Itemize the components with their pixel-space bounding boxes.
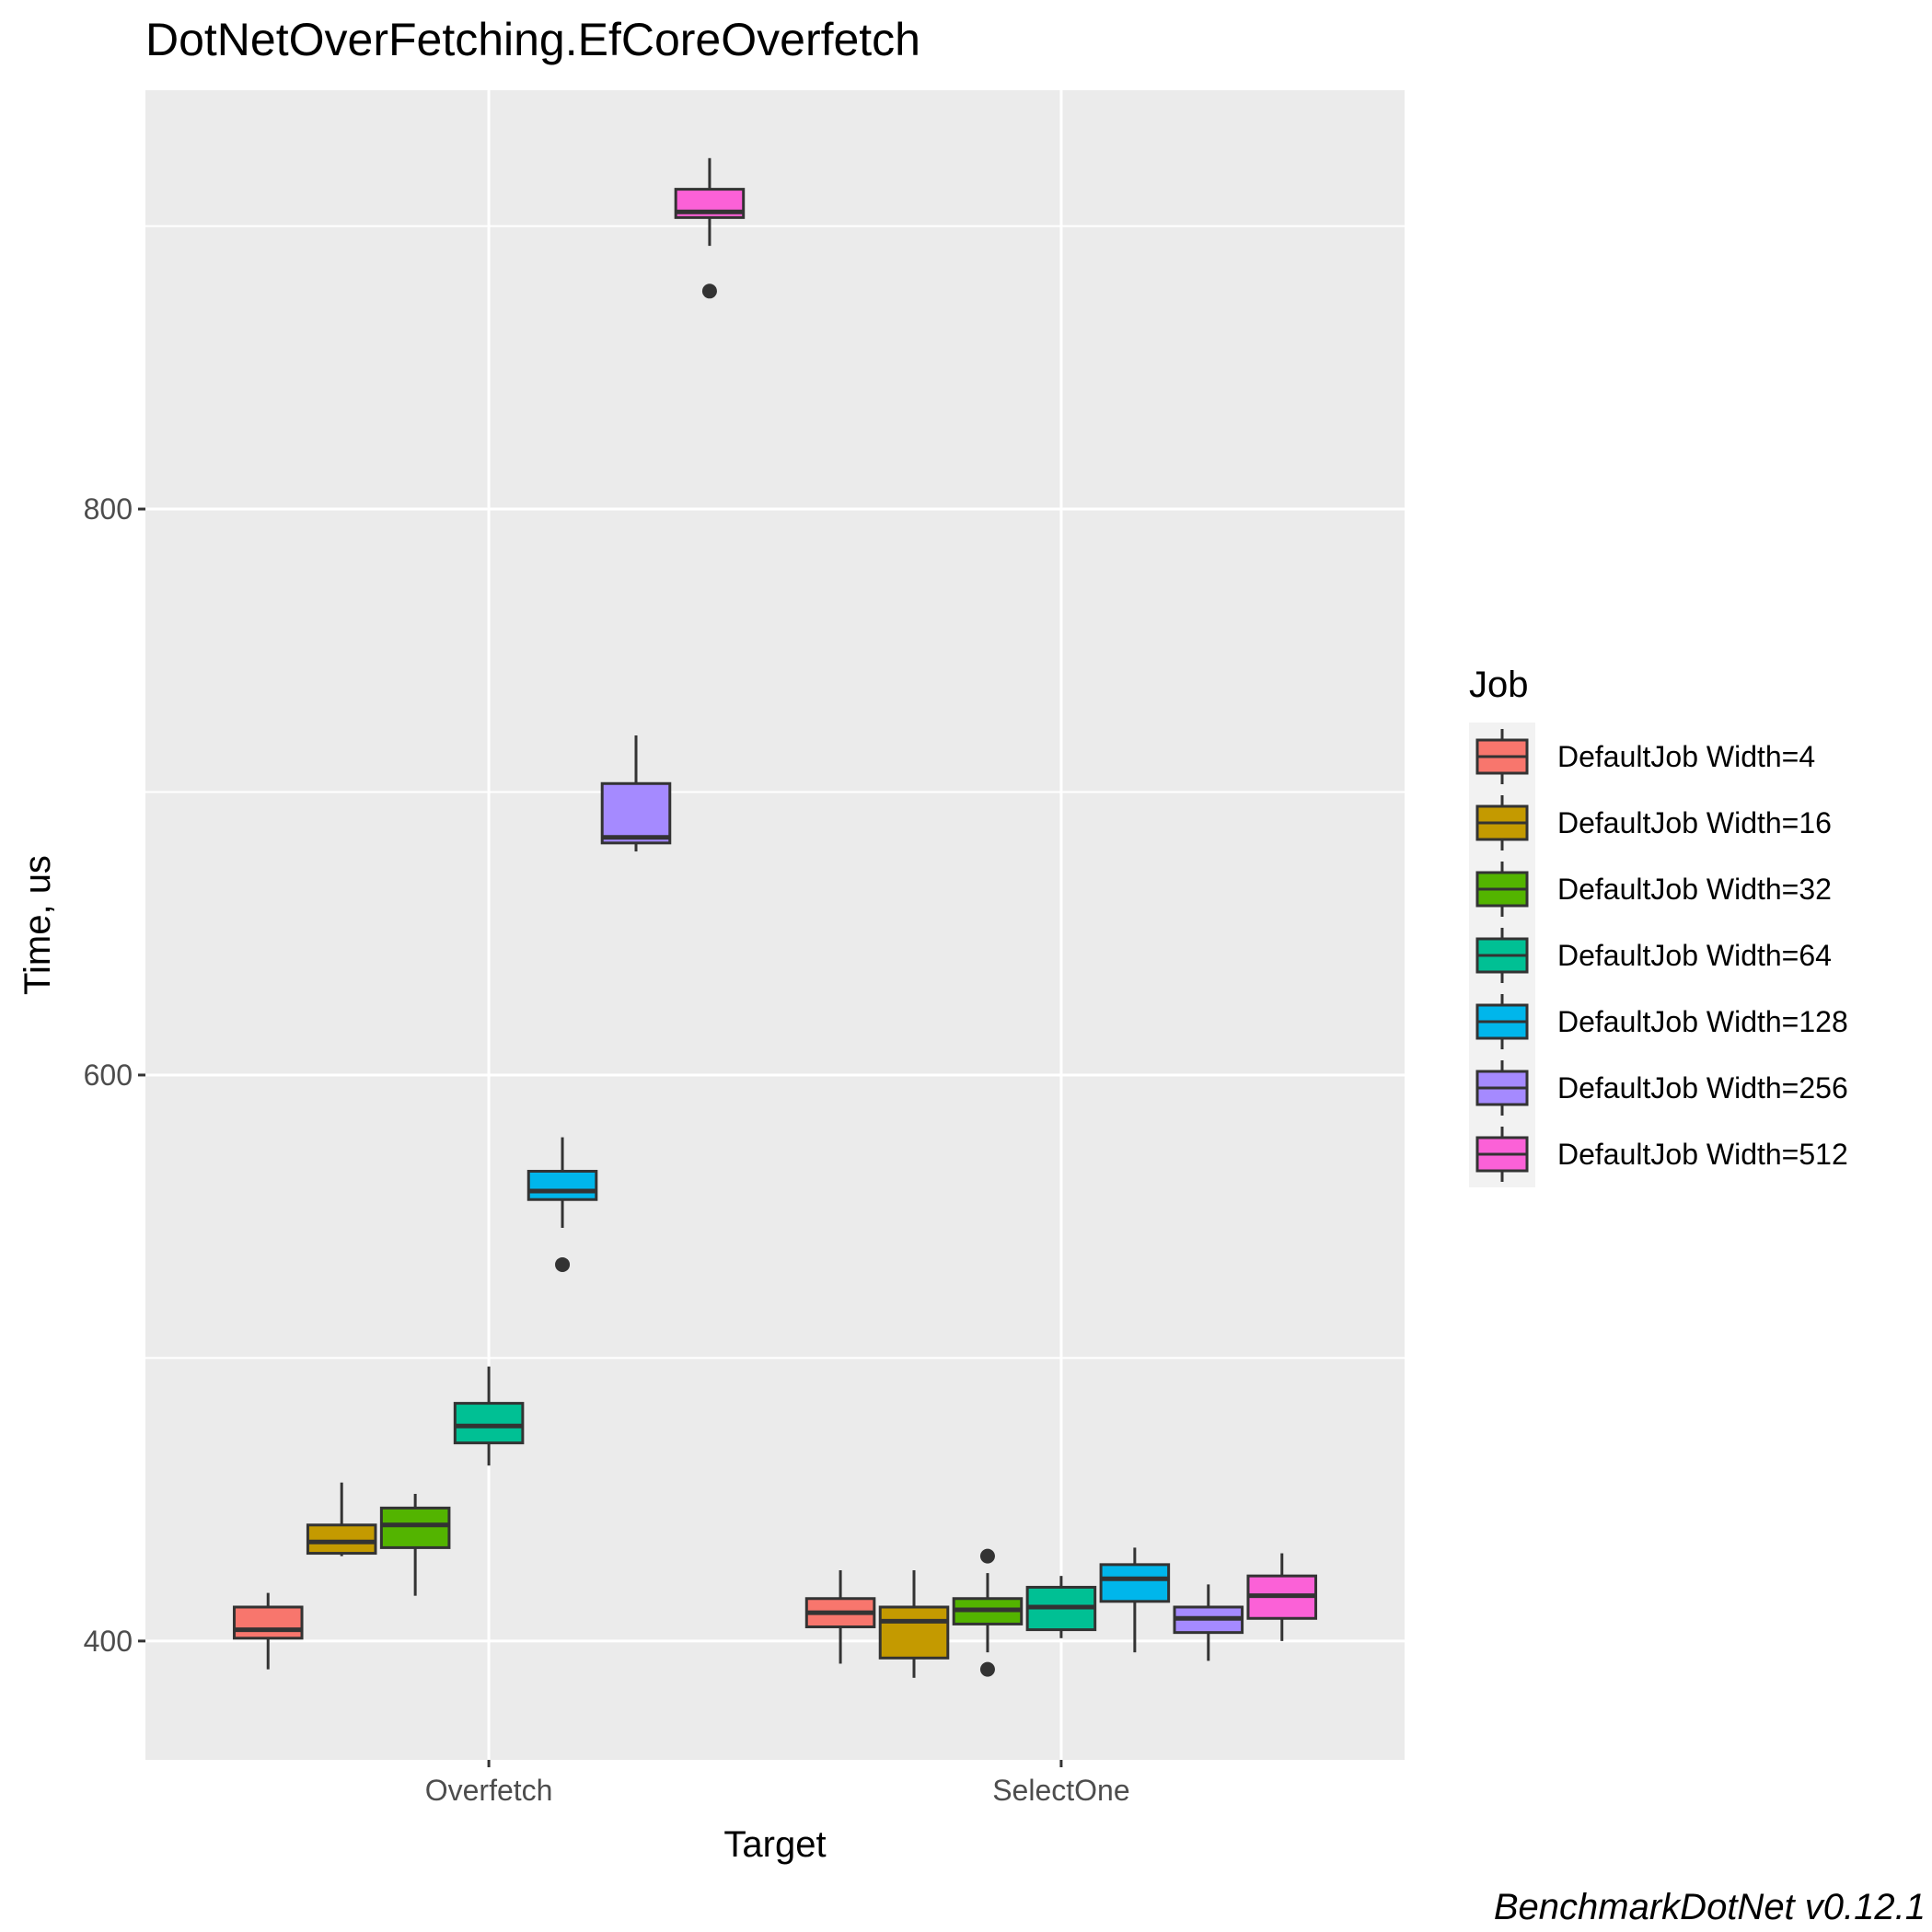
legend-label: DefaultJob Width=32 xyxy=(1557,873,1832,906)
box-body xyxy=(379,1506,451,1549)
box-body xyxy=(878,1605,950,1660)
box-body xyxy=(600,781,672,845)
box-0-0 xyxy=(232,1592,304,1670)
box-4-1 xyxy=(1099,1547,1171,1653)
box-5-0 xyxy=(600,735,672,852)
box-6-0 xyxy=(674,157,746,299)
box-1-0 xyxy=(306,1482,377,1556)
legend-label: DefaultJob Width=64 xyxy=(1557,939,1832,972)
box-5-1 xyxy=(1173,1584,1244,1661)
plot-panel xyxy=(145,90,1405,1760)
legend-label: DefaultJob Width=16 xyxy=(1557,806,1832,839)
boxes-layer xyxy=(232,157,1318,1678)
box-2-1 xyxy=(952,1548,1024,1677)
legend-label: DefaultJob Width=256 xyxy=(1557,1071,1848,1105)
legend-label: DefaultJob Width=4 xyxy=(1557,740,1815,773)
legend-label: DefaultJob Width=512 xyxy=(1557,1138,1848,1171)
outlier-point xyxy=(701,283,717,299)
box-body xyxy=(306,1523,377,1556)
caption: BenchmarkDotNet v0.12.1 xyxy=(1494,1887,1926,1927)
outlier-point xyxy=(979,1661,995,1677)
box-6-1 xyxy=(1246,1553,1318,1641)
chart-title: DotNetOverFetching.EfCoreOverfetch xyxy=(145,14,920,65)
legend-title: Job xyxy=(1469,665,1529,705)
legend: Job DefaultJob Width=4 DefaultJob Width=1… xyxy=(1469,665,1848,1187)
box-1-1 xyxy=(878,1570,950,1678)
box-body xyxy=(453,1402,525,1445)
box-body xyxy=(526,1169,598,1201)
x-tick-label: SelectOne xyxy=(992,1774,1129,1807)
y-tick-label: 600 xyxy=(84,1059,133,1092)
y-tick-label: 400 xyxy=(84,1625,133,1658)
box-0-1 xyxy=(804,1570,876,1664)
outlier-point xyxy=(979,1548,995,1564)
legend-label: DefaultJob Width=128 xyxy=(1557,1005,1848,1038)
x-tick-label: Overfetch xyxy=(425,1774,553,1807)
box-body xyxy=(1099,1563,1171,1603)
box-body xyxy=(232,1605,304,1640)
x-axis-label: Target xyxy=(723,1824,826,1865)
y-axis-label: Time, us xyxy=(17,855,58,995)
gridlines xyxy=(145,90,1405,1760)
outlier-point xyxy=(555,1256,571,1272)
box-3-1 xyxy=(1025,1576,1097,1638)
box-3-0 xyxy=(453,1366,525,1466)
y-tick-label: 800 xyxy=(84,492,133,526)
box-2-0 xyxy=(379,1493,451,1596)
axes-layer: 400 600 800 Overfetch SelectOne xyxy=(84,492,1130,1807)
box-4-0 xyxy=(526,1137,598,1272)
